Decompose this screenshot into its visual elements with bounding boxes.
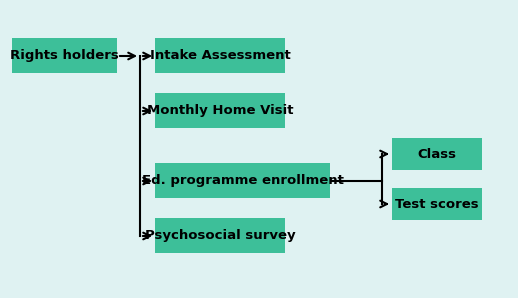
- FancyBboxPatch shape: [155, 163, 330, 198]
- FancyBboxPatch shape: [392, 138, 482, 170]
- Text: Psychosocial survey: Psychosocial survey: [145, 229, 295, 242]
- Text: Test scores: Test scores: [395, 198, 479, 210]
- Text: Intake Assessment: Intake Assessment: [150, 49, 291, 62]
- FancyBboxPatch shape: [12, 38, 117, 73]
- Text: Monthly Home Visit: Monthly Home Visit: [147, 104, 293, 117]
- FancyBboxPatch shape: [392, 188, 482, 220]
- Text: Class: Class: [418, 148, 456, 161]
- FancyBboxPatch shape: [155, 93, 285, 128]
- FancyBboxPatch shape: [155, 218, 285, 253]
- Text: Rights holders: Rights holders: [10, 49, 119, 62]
- FancyBboxPatch shape: [155, 38, 285, 73]
- Text: Ed. programme enrollment: Ed. programme enrollment: [141, 174, 343, 187]
